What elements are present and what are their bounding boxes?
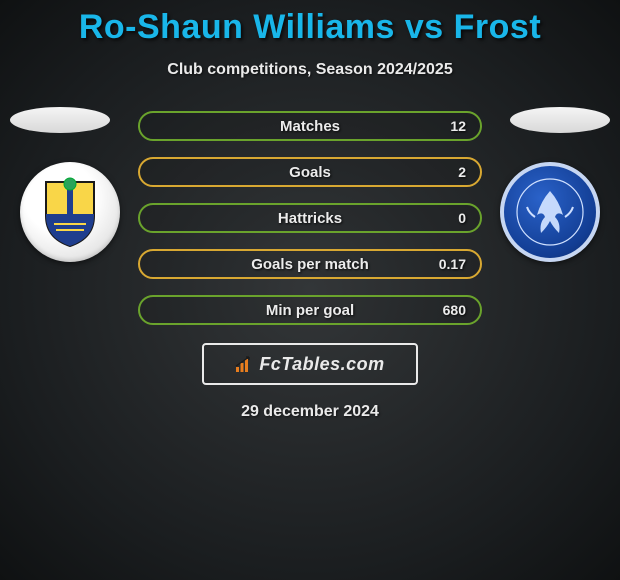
stat-value: 0 [458, 210, 466, 226]
sutton-crest-icon [40, 176, 100, 248]
stat-value: 0.17 [439, 256, 466, 272]
stats-list: Matches 12 Goals 2 Hattricks 0 Goals per match… [138, 107, 482, 325]
watermark: FcTables.com [202, 343, 418, 385]
fctables-logo-icon [235, 355, 255, 373]
aldershot-crest-icon [515, 177, 585, 247]
stat-value: 680 [443, 302, 466, 318]
watermark-text: FcTables.com [259, 354, 384, 375]
stat-label: Matches [280, 118, 340, 135]
player-left-ellipse [10, 107, 110, 133]
player-right-ellipse [510, 107, 610, 133]
snapshot-date: 29 december 2024 [0, 403, 620, 421]
stat-row: Matches 12 [138, 111, 482, 141]
stat-label: Hattricks [278, 210, 342, 227]
stat-value: 12 [450, 118, 466, 134]
club-crest-right [500, 162, 600, 262]
comparison-area: Matches 12 Goals 2 Hattricks 0 Goals per match… [0, 107, 620, 337]
stat-row: Min per goal 680 [138, 295, 482, 325]
stat-label: Goals [289, 164, 331, 181]
stat-label: Min per goal [266, 302, 354, 319]
stat-row: Goals per match 0.17 [138, 249, 482, 279]
club-crest-left [20, 162, 120, 262]
stat-label: Goals per match [251, 256, 369, 273]
subtitle: Club competitions, Season 2024/2025 [0, 61, 620, 79]
stat-row: Hattricks 0 [138, 203, 482, 233]
stat-value: 2 [458, 164, 466, 180]
page-title: Ro-Shaun Williams vs Frost [0, 0, 620, 47]
stat-row: Goals 2 [138, 157, 482, 187]
